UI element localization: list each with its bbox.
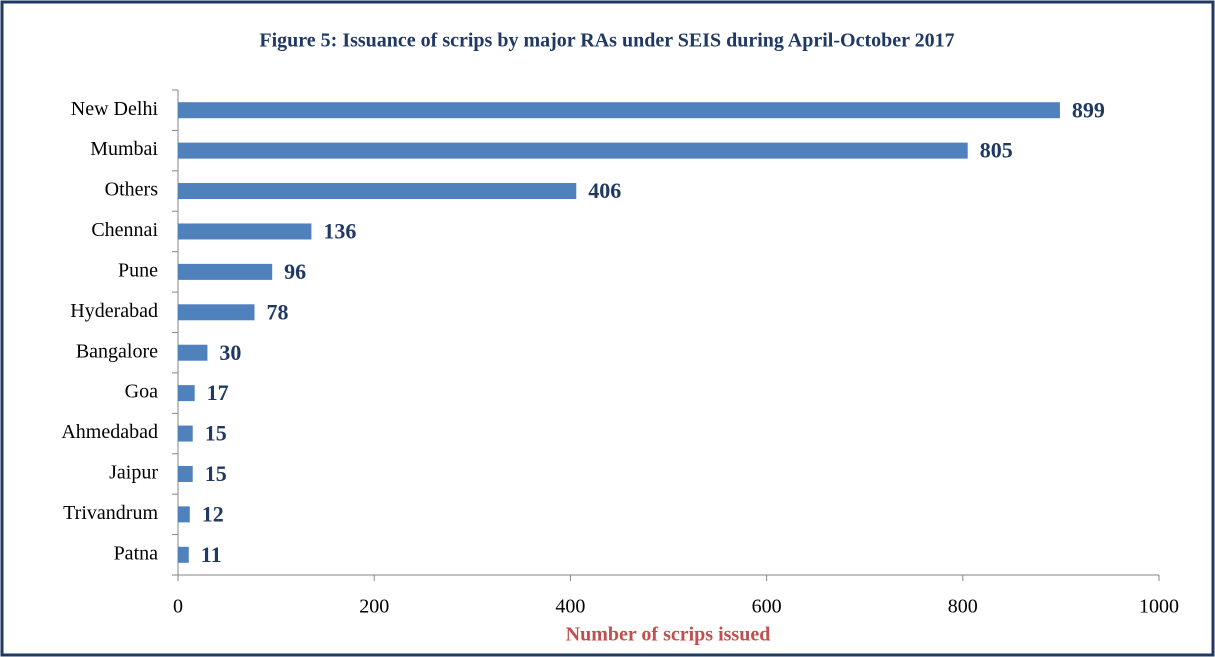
- data-label: 15: [205, 421, 227, 446]
- data-label: 17: [207, 380, 229, 405]
- y-tick-label: Ahmedabad: [61, 421, 158, 443]
- bar: [178, 102, 1060, 119]
- x-tick-label: 0: [173, 596, 183, 618]
- x-tick-label: 400: [555, 596, 585, 618]
- data-label: 12: [202, 501, 224, 526]
- y-tick-label: Hyderabad: [70, 300, 158, 322]
- bar: [178, 263, 273, 280]
- y-tick-label: Chennai: [91, 219, 158, 241]
- data-label: 78: [267, 299, 289, 324]
- data-label: 136: [323, 219, 356, 244]
- y-tick-label: Others: [105, 179, 159, 201]
- x-axis-label: Number of scrips issued: [566, 624, 771, 646]
- bar: [178, 183, 577, 200]
- y-tick-label: New Delhi: [71, 98, 159, 120]
- bar: [178, 344, 208, 361]
- bar: [178, 304, 255, 321]
- y-tick-label: Patna: [114, 542, 159, 564]
- data-label: 899: [1072, 97, 1105, 122]
- data-label: 15: [205, 461, 227, 486]
- y-tick-label: Trivandrum: [63, 502, 158, 524]
- x-tick-label: 200: [359, 596, 389, 618]
- chart-title: Figure 5: Issuance of scrips by major RA…: [259, 30, 954, 52]
- bar: [178, 425, 193, 442]
- data-label: 96: [284, 259, 306, 284]
- x-tick-label: 600: [752, 596, 782, 618]
- bar: [178, 546, 189, 563]
- bar: [178, 465, 193, 482]
- bar: [178, 142, 968, 159]
- x-tick-label: 800: [948, 596, 978, 618]
- y-tick-label: Mumbai: [90, 138, 158, 160]
- bar: [178, 385, 195, 402]
- x-tick-label: 1000: [1139, 596, 1179, 618]
- bar: [178, 223, 312, 240]
- data-label: 406: [588, 178, 621, 203]
- y-tick-label: Jaipur: [109, 462, 158, 484]
- data-label: 11: [201, 542, 222, 567]
- data-label: 805: [980, 138, 1013, 163]
- y-tick-label: Goa: [125, 381, 158, 403]
- bar: [178, 506, 190, 523]
- data-label: 30: [219, 340, 241, 365]
- y-tick-label: Pune: [118, 259, 158, 281]
- y-tick-label: Bangalore: [76, 340, 158, 362]
